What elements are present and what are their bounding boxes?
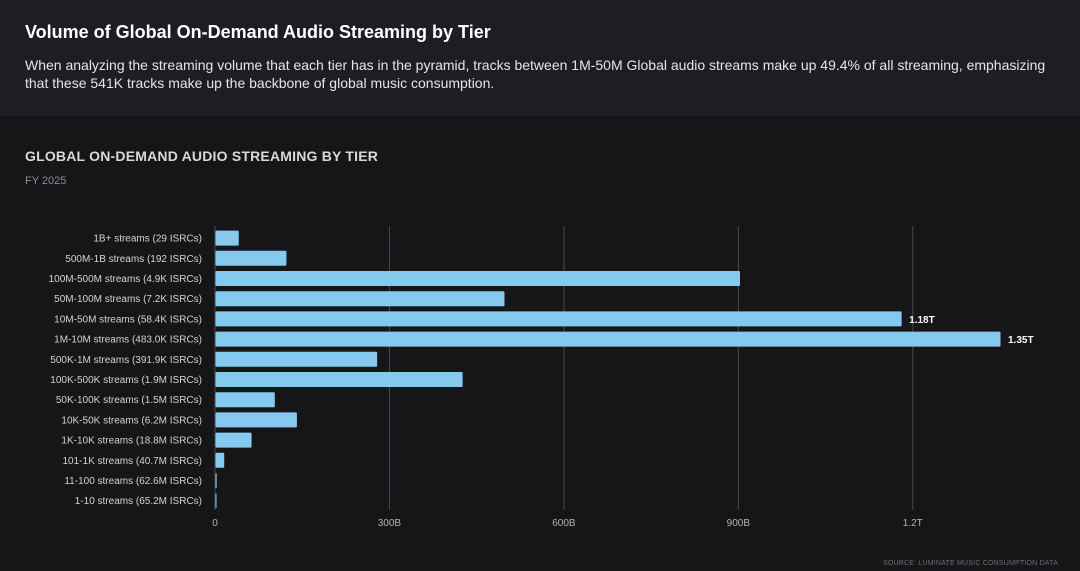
bar [215, 271, 740, 286]
page-title: Volume of Global On-Demand Audio Streami… [25, 22, 491, 42]
bar [215, 250, 287, 266]
category-label: 100M-500M streams (4.9K ISRCs) [49, 274, 202, 285]
x-tick-label: 0 [212, 518, 218, 529]
data-label: 1.18T [909, 315, 935, 326]
category-label: 500M-1B streams (192 ISRCs) [65, 254, 202, 265]
bar [215, 392, 275, 408]
bar [215, 230, 239, 246]
data-label: 1.35T [1008, 335, 1034, 346]
chart-subtitle: FY 2025 [25, 175, 67, 187]
page-description: When analyzing the streaming volume that… [25, 57, 1046, 91]
source-note: SOURCE: LUMINATE MUSIC CONSUMPTION DATA [882, 560, 1058, 567]
category-label: 1K-10K streams (18.8M ISRCs) [61, 436, 202, 447]
category-label: 50M-100M streams (7.2K ISRCs) [54, 294, 202, 305]
chart-title: GLOBAL ON-DEMAND AUDIO STREAMING BY TIER [25, 148, 379, 164]
bar [215, 452, 225, 468]
category-label: 101-1K streams (40.7M ISRCs) [63, 456, 203, 467]
bar [215, 432, 252, 448]
category-label: 100K-500K streams (1.9M ISRCs) [50, 375, 202, 386]
category-label: 50K-100K streams (1.5M ISRCs) [56, 395, 202, 406]
bar [215, 372, 463, 387]
header-section: Volume of Global On-Demand Audio Streami… [0, 0, 1080, 116]
x-tick-label: 1.2T [903, 518, 923, 529]
category-label: 11-100 streams (62.6M ISRCs) [64, 476, 202, 487]
category-label: 10K-50K streams (6.2M ISRCs) [61, 415, 202, 426]
bar [215, 311, 902, 327]
x-tick-label: 300B [378, 518, 402, 529]
bar [215, 493, 217, 509]
category-label: 500K-1M streams (391.9K ISRCs) [50, 355, 202, 366]
bar [215, 291, 505, 307]
x-tick-label: 600B [552, 518, 576, 529]
bar [215, 412, 297, 428]
bar [215, 351, 378, 367]
category-label: 10M-50M streams (58.4K ISRCs) [54, 314, 202, 325]
x-tick-label: 900B [727, 518, 751, 529]
category-label: 1B+ streams (29 ISRCs) [93, 234, 202, 245]
category-label: 1-10 streams (65.2M ISRCs) [75, 496, 202, 507]
bar [215, 473, 217, 488]
category-label: 1M-10M streams (483.0K ISRCs) [54, 335, 202, 346]
bar [215, 331, 1001, 347]
